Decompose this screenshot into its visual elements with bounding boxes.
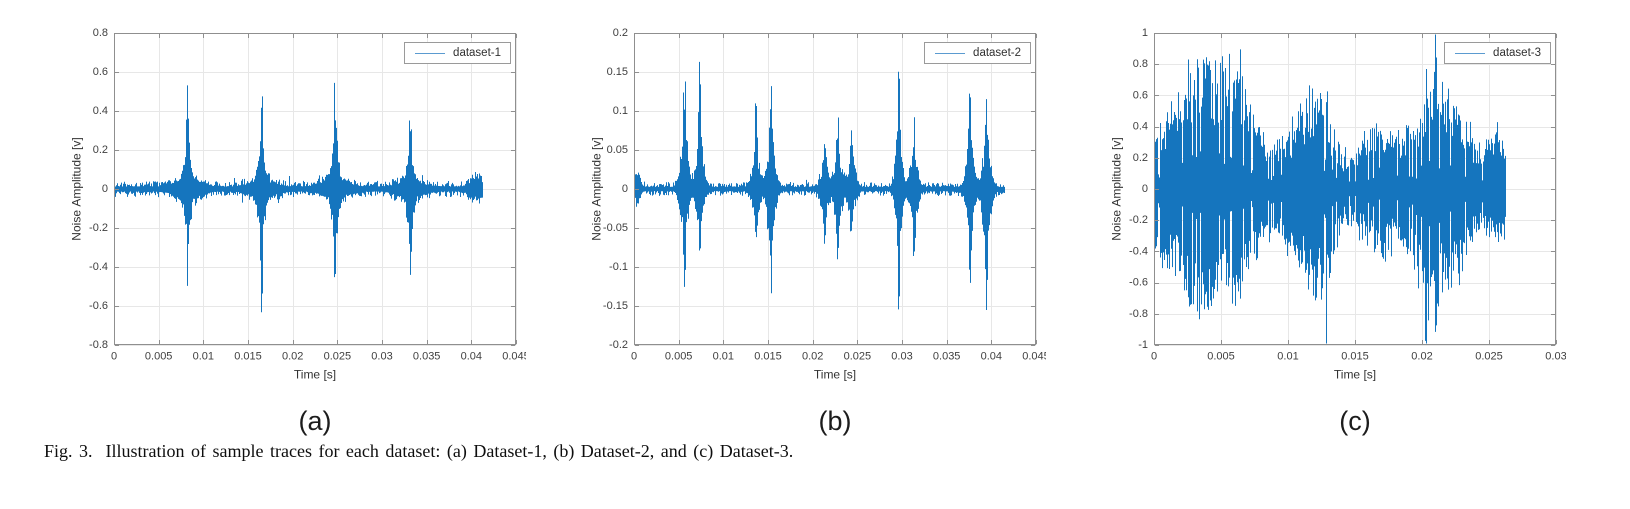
panel-label-a: (a) <box>298 406 332 436</box>
figure-panel-b: dataset-2 (b) <box>586 17 1046 436</box>
waveform-chart-dataset-1 <box>66 17 526 399</box>
figure-panel-a: dataset-1 (a) <box>66 17 526 436</box>
legend-line-sample-icon <box>1455 52 1486 54</box>
legend-line-sample-icon <box>935 52 966 54</box>
legend-box-dataset-1: dataset-1 <box>404 42 511 64</box>
legend-label: dataset-1 <box>453 47 501 59</box>
legend-box-dataset-2: dataset-2 <box>924 42 1031 64</box>
waveform-chart-dataset-2 <box>586 17 1046 399</box>
figure-caption: Fig. 3. Illustration of sample traces fo… <box>44 441 794 461</box>
legend-label: dataset-2 <box>973 47 1021 59</box>
legend-line-sample-icon <box>415 52 446 54</box>
panel-label-b: (b) <box>818 406 852 436</box>
waveform-chart-dataset-3 <box>1106 17 1566 399</box>
charts-row: dataset-1 (a) dataset-2 (b) dataset-3 (c… <box>66 17 1566 436</box>
panel-label-c: (c) <box>1339 406 1371 436</box>
legend-label: dataset-3 <box>1493 47 1541 59</box>
legend-box-dataset-3: dataset-3 <box>1444 42 1551 64</box>
figure-panel-c: dataset-3 (c) <box>1106 17 1566 436</box>
